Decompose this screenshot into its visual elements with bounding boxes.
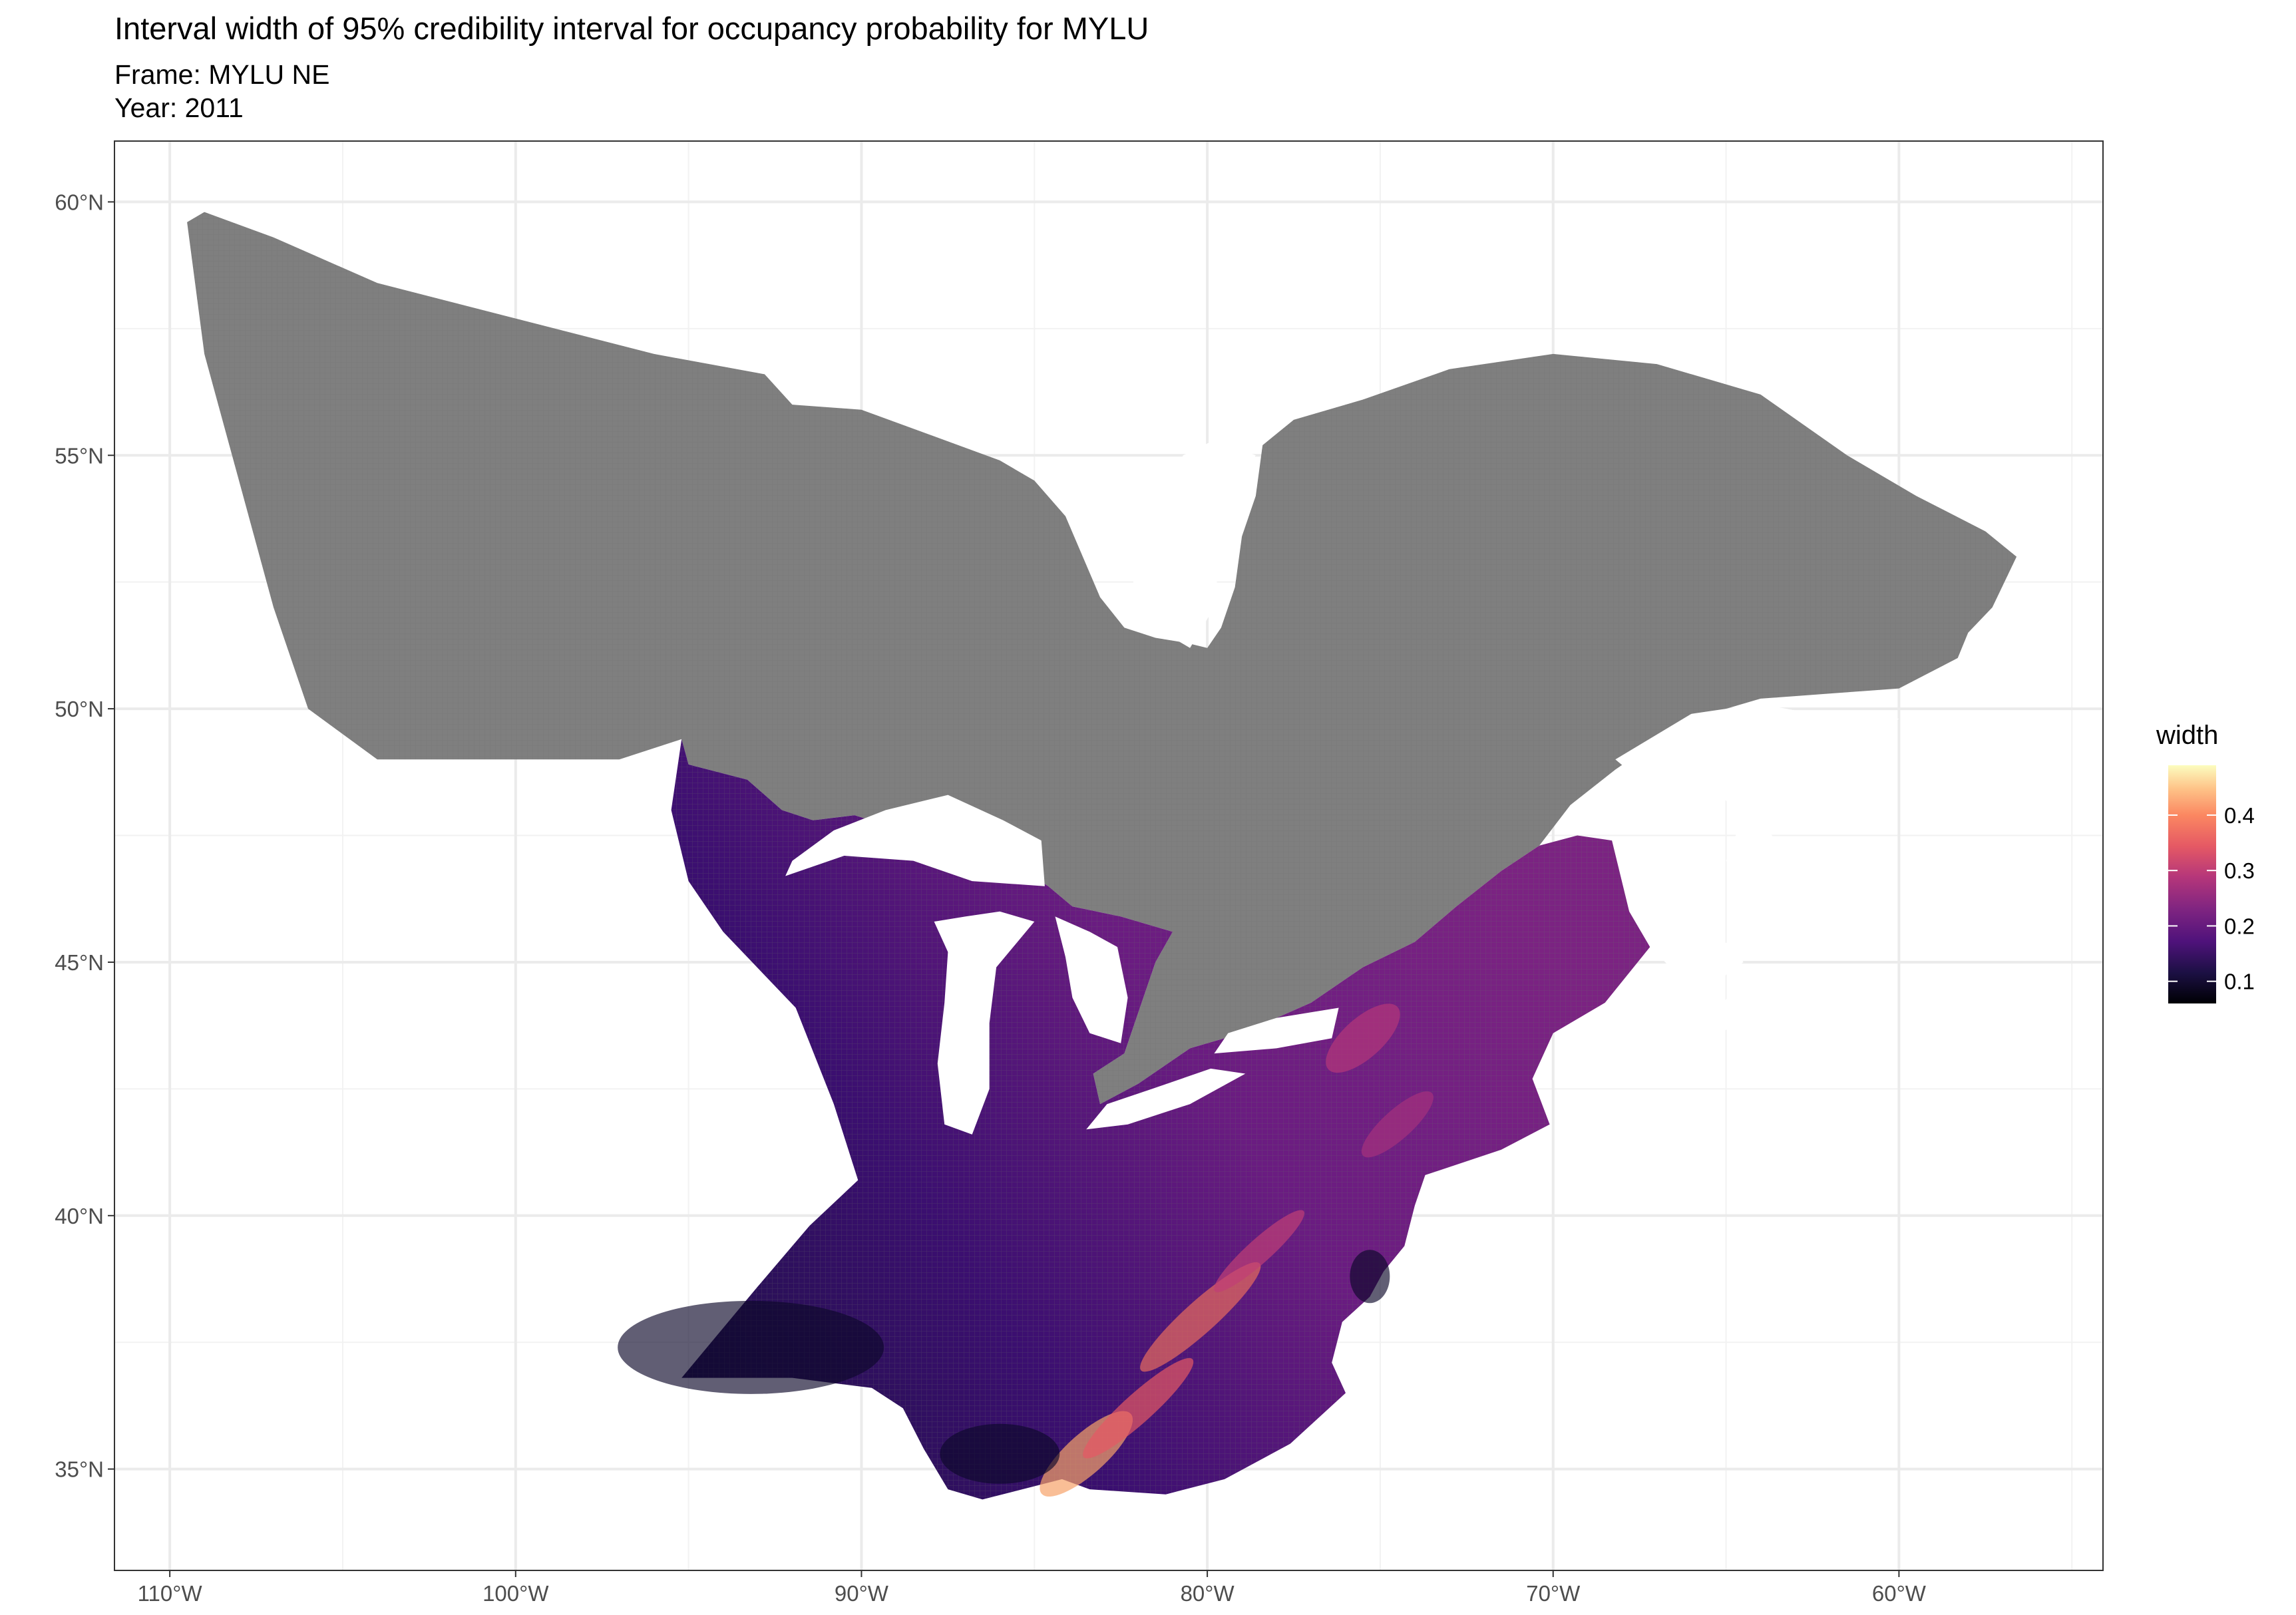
legend: width 0.1 0.2 0.3 0.4 (2156, 721, 2255, 1003)
y-tick-label: 40°N (55, 1204, 104, 1228)
y-tick-label: 35°N (55, 1457, 104, 1482)
legend-colorbar (2168, 765, 2216, 1003)
lake-lake-michigan (934, 911, 1035, 1135)
high-width-adirondack (1326, 1003, 1400, 1073)
panel-frame (114, 140, 2104, 1571)
y-tick-label: 50°N (55, 697, 104, 721)
low-width-delmarva (1350, 1250, 1390, 1304)
x-tick-label: 90°W (835, 1581, 889, 1606)
lake-lake-superior (785, 795, 1045, 886)
lake-bay-of-fundy-lower (1674, 982, 1775, 1039)
axis-labels: 110°W 100°W 90°W 80°W 70°W 60°W 35°N 40°N 45°N 50… (55, 190, 1927, 1606)
lake-bay-of-fundy (1660, 942, 1744, 987)
x-tick-label: 70°W (1526, 1581, 1581, 1606)
x-tick-label: 100°W (482, 1581, 549, 1606)
high-width-ridge-valley (1214, 1210, 1305, 1292)
x-tick-label: 60°W (1872, 1581, 1927, 1606)
x-tick-label: 80°W (1181, 1581, 1235, 1606)
panel-border (114, 140, 2104, 1571)
y-tick-label: 60°N (55, 190, 104, 214)
chart-title: Interval width of 95% credibility interv… (114, 11, 1149, 46)
map-cells (187, 212, 2017, 1500)
lake-lake-huron (1055, 916, 1128, 1043)
high-width-blue-ridge (1083, 1357, 1194, 1459)
low-width-tennessee (940, 1423, 1060, 1484)
y-tick-label: 55°N (55, 443, 104, 468)
legend-label: 0.2 (2224, 914, 2255, 938)
region-cell-texture (187, 212, 2017, 1105)
legend-label: 0.1 (2224, 970, 2255, 994)
high-width-allegheny (1140, 1262, 1261, 1372)
low-width-ozarks (618, 1300, 884, 1394)
high-width-catskill (1361, 1091, 1434, 1158)
y-tick-label: 45°N (55, 950, 104, 975)
lake-hudson-bay-tip (1131, 440, 1256, 648)
chart-subtitle-frame: Frame: MYLU NE (114, 59, 330, 90)
legend-title: width (2156, 721, 2218, 750)
legend-label: 0.3 (2224, 858, 2255, 883)
lake-lake-erie (1086, 1068, 1246, 1130)
lake-lake-ontario (1214, 1007, 1339, 1054)
region-cell-texture (671, 739, 1650, 1500)
x-tick-label: 110°W (138, 1581, 203, 1606)
lake-gulf-of-st-lawrence (1615, 703, 1899, 927)
water-bodies (785, 440, 1899, 1135)
legend-label: 0.4 (2224, 803, 2255, 828)
chart-subtitle-year: Year: 2011 (114, 92, 244, 123)
